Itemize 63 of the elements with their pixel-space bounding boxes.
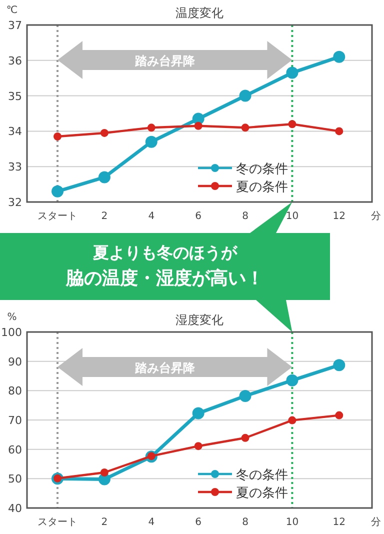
x-tick-label: 6 [195, 211, 202, 222]
y-tick-label: 80 [8, 384, 22, 398]
point [145, 136, 158, 148]
point [98, 171, 110, 184]
point [239, 390, 252, 402]
point [286, 66, 298, 79]
y-tick-label: 90 [8, 355, 22, 368]
legend-label: 夏の条件 [236, 486, 288, 501]
chart-title: 温度変化 [176, 6, 224, 20]
point [194, 122, 202, 130]
text: 夏よりも冬のほうが [92, 243, 238, 262]
point [52, 185, 64, 198]
y-axis-title: % [7, 312, 17, 323]
y-tick-label: 70 [8, 414, 22, 427]
y-tick-label: 32 [8, 196, 22, 209]
x-tick-label: 10 [286, 517, 299, 528]
point [239, 90, 252, 102]
x-tick-label: 4 [148, 517, 155, 528]
x-axis-title: 分 [371, 210, 381, 222]
chart-title: 湿度変化 [176, 313, 224, 327]
y-tick-label: 37 [8, 19, 22, 32]
y-tick-label: 60 [8, 443, 22, 456]
y-tick-label: 40 [8, 502, 22, 515]
x-tick-label: 12 [332, 211, 346, 222]
point [147, 124, 156, 132]
point [333, 359, 346, 372]
point [288, 416, 296, 424]
x-tick-label: スタート [38, 517, 78, 528]
annotation: 踏み台昇降 [134, 54, 196, 68]
point [335, 411, 344, 420]
x-tick-label: 4 [148, 211, 155, 222]
point [192, 407, 204, 420]
point [100, 128, 108, 137]
point [241, 124, 250, 132]
x-axis-title: 分 [371, 516, 381, 528]
y-axis-title: ℃ [6, 5, 18, 16]
x-tick-label: 12 [332, 517, 346, 528]
legend-label: 冬の条件 [236, 468, 288, 483]
y-tick-label: 33 [8, 160, 22, 174]
point [100, 468, 108, 477]
point [194, 442, 202, 450]
point [288, 120, 296, 128]
point [335, 127, 344, 136]
x-tick-label: 6 [195, 517, 202, 528]
x-tick-label: 2 [101, 211, 108, 222]
legend-label: 夏の条件 [236, 180, 288, 195]
point [241, 434, 250, 442]
legend-label: 冬の条件 [236, 162, 288, 177]
point [333, 50, 346, 63]
x-tick-label: 2 [101, 517, 108, 528]
x-tick-label: 8 [242, 517, 248, 528]
y-tick-label: 36 [8, 54, 22, 68]
x-tick-label: 8 [242, 211, 248, 222]
x-tick-label: スタート [38, 211, 78, 222]
y-tick-label: 35 [8, 90, 22, 103]
y-tick-label: 50 [8, 472, 22, 486]
text: 脇の温度・湿度が高い！ [65, 268, 264, 289]
y-tick-label: 100 [1, 326, 22, 339]
y-tick-label: 34 [8, 125, 22, 138]
point [286, 374, 298, 386]
point [54, 132, 62, 141]
annotation: 踏み台昇降 [134, 361, 196, 375]
x-tick-label: 10 [286, 211, 299, 222]
